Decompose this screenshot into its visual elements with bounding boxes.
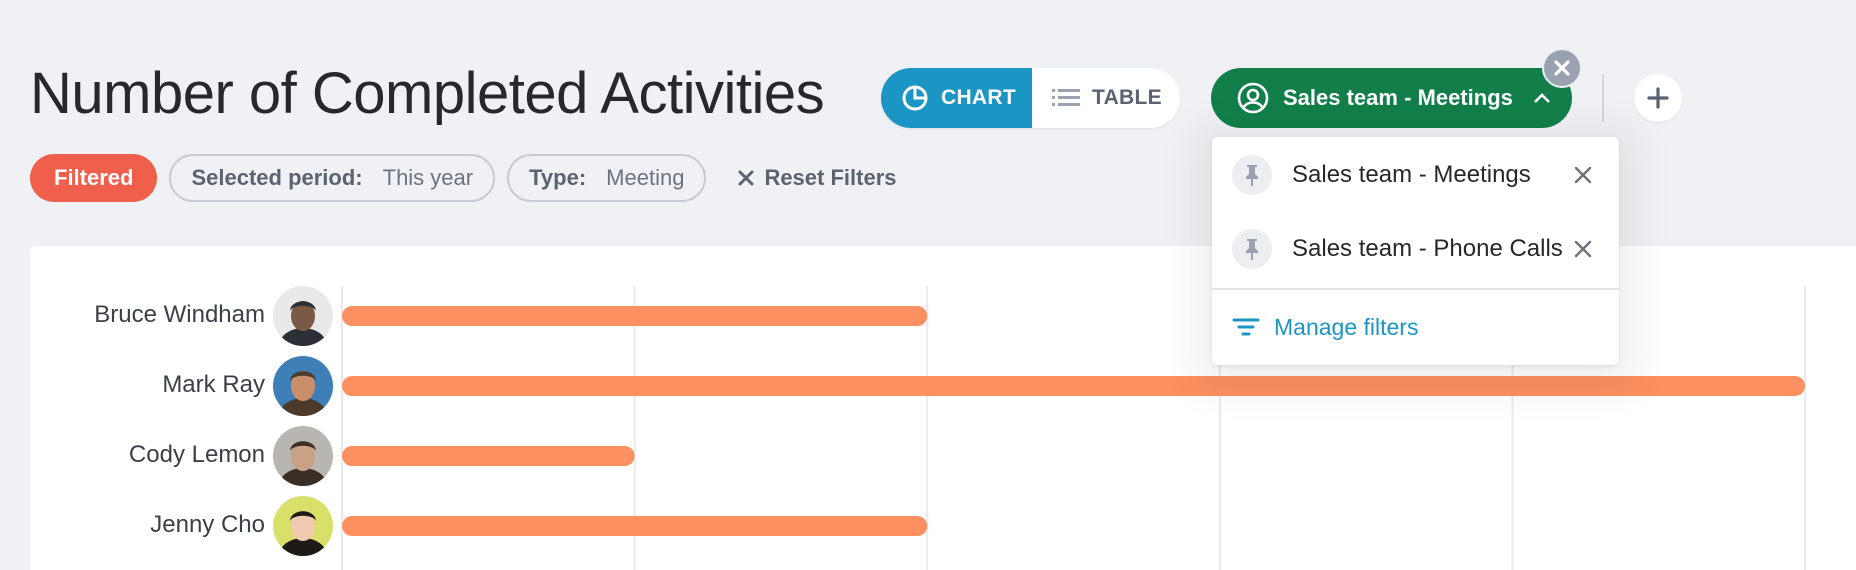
list-icon xyxy=(1052,89,1080,106)
chevron-up-icon xyxy=(1533,93,1550,103)
saved-filters-dropdown: Sales team - Meetings Sales team - Phone… xyxy=(1212,137,1619,365)
dropdown-item-sales-phone-calls[interactable]: Sales team - Phone Calls xyxy=(1212,213,1619,285)
avatar xyxy=(273,356,333,416)
clear-filter-button[interactable] xyxy=(1542,48,1582,88)
category-label: Jenny Cho xyxy=(150,511,265,538)
manage-filters-label: Manage filters xyxy=(1274,313,1419,340)
chart-view-button[interactable]: CHART xyxy=(881,68,1032,128)
toolbar-divider xyxy=(1602,74,1604,122)
view-toggle: CHART TABLE xyxy=(881,68,1180,128)
period-chip-key: Selected period: xyxy=(191,165,363,190)
close-icon xyxy=(738,170,754,186)
add-button[interactable] xyxy=(1634,74,1682,122)
manage-filters-link[interactable]: Manage filters xyxy=(1232,305,1418,349)
page-title: Number of Completed Activities xyxy=(30,61,825,126)
pin-icon xyxy=(1246,165,1258,186)
category-label-column: Bruce Windham Mark Ray Cody Lemon Jenny Cho xyxy=(30,246,265,570)
user-circle-icon xyxy=(1237,82,1269,114)
type-chip-key: Type: xyxy=(529,165,587,190)
reset-filters-button[interactable]: Reset Filters xyxy=(738,165,897,191)
avatar xyxy=(273,286,333,346)
dropdown-divider xyxy=(1212,288,1619,290)
plus-icon xyxy=(1647,87,1669,109)
period-chip-value: This year xyxy=(382,165,474,190)
dropdown-item-label: Sales team - Meetings xyxy=(1292,161,1531,188)
filter-lines-icon xyxy=(1232,318,1260,336)
remove-icon[interactable] xyxy=(1573,165,1593,185)
close-icon xyxy=(1554,60,1570,76)
avatar-column xyxy=(30,246,333,570)
filter-chip-row: Filtered Selected period: This year Type… xyxy=(30,154,897,202)
dropdown-item-label: Sales team - Phone Calls xyxy=(1292,235,1563,262)
avatar xyxy=(273,496,333,556)
pie-chart-icon xyxy=(902,85,928,111)
period-filter-chip[interactable]: Selected period: This year xyxy=(169,154,496,202)
remove-icon[interactable] xyxy=(1573,239,1593,259)
pin-icon-wrap xyxy=(1232,229,1272,269)
reset-filters-label: Reset Filters xyxy=(764,165,897,190)
category-label: Mark Ray xyxy=(162,371,265,398)
avatar xyxy=(273,426,333,486)
chart-card: Bruce Windham Mark Ray Cody Lemon Jenny Cho xyxy=(30,246,1856,570)
table-view-button[interactable]: TABLE xyxy=(1032,68,1180,128)
bar-chart xyxy=(341,286,1806,570)
type-filter-chip[interactable]: Type: Meeting xyxy=(507,154,707,202)
category-label: Cody Lemon xyxy=(128,441,265,468)
table-view-label: TABLE xyxy=(1092,86,1162,109)
dropdown-item-sales-meetings[interactable]: Sales team - Meetings xyxy=(1212,139,1619,211)
saved-filter-label: Sales team - Meetings xyxy=(1283,85,1513,110)
pin-icon-wrap xyxy=(1232,155,1272,195)
category-label: Bruce Windham xyxy=(94,301,265,328)
saved-filter-pill[interactable]: Sales team - Meetings xyxy=(1211,68,1572,128)
filtered-badge: Filtered xyxy=(30,154,158,202)
chart-view-label: CHART xyxy=(941,86,1016,109)
pin-icon xyxy=(1246,239,1258,260)
type-chip-value: Meeting xyxy=(606,165,685,190)
